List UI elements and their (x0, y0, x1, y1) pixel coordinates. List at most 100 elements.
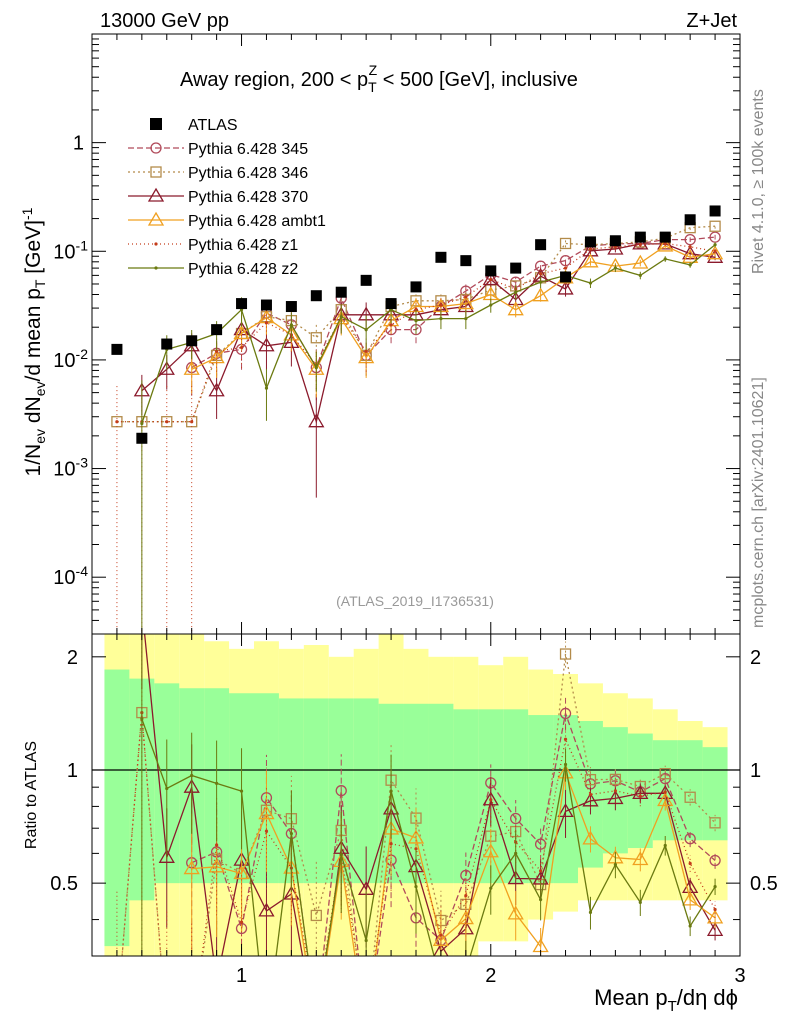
series-marker (559, 237, 572, 250)
atlas-point (510, 262, 522, 274)
x-tick-label: 2 (485, 965, 496, 987)
series-marker (632, 235, 649, 250)
ratio-marker (258, 805, 275, 820)
atlas-point (485, 265, 497, 277)
series-marker (190, 420, 194, 424)
series-marker (358, 349, 375, 364)
analysis-watermark: (ATLAS_2019_I1736531) (336, 593, 494, 609)
series-line (141, 244, 716, 424)
ratio-marker (713, 907, 717, 912)
series-marker (713, 249, 717, 253)
series-marker (514, 290, 518, 294)
series-marker (588, 247, 593, 251)
ratio-tick-label-right: 1 (750, 760, 761, 782)
series-marker (507, 301, 524, 316)
x-tick-label: 3 (734, 965, 745, 987)
ratio-marker (210, 975, 224, 987)
ratio-marker (365, 1014, 368, 1017)
ratio-band-green (303, 698, 329, 884)
y-tick-label: 10-4 (53, 563, 88, 589)
ratio-marker (563, 737, 568, 741)
ratio-marker (688, 861, 692, 866)
atlas-point (236, 298, 248, 310)
ratio-marker (709, 854, 721, 867)
series-marker (563, 266, 568, 270)
series-marker (464, 317, 468, 321)
ratio-marker (682, 891, 699, 906)
legend-marker (150, 142, 162, 154)
ratio-marker (713, 885, 717, 889)
legend-label: Pythia 6.428 346 (188, 165, 308, 182)
ratio-y-label: Ratio to ATLAS (23, 741, 40, 849)
ratio-marker (684, 833, 696, 845)
ratio-band-green (428, 703, 454, 884)
ratio-tick-label-right: 0.5 (750, 873, 778, 895)
ratio-marker (557, 803, 574, 818)
ratio-marker (663, 843, 667, 848)
atlas-point (535, 239, 547, 251)
ratio-marker (663, 790, 667, 794)
rivet-label: Rivet 4.1.0, ≥ 100k events (750, 89, 767, 274)
legend-marker (154, 242, 158, 246)
ratio-marker (165, 786, 169, 791)
ratio-marker (464, 969, 467, 972)
ratio-marker (264, 829, 269, 833)
plot-title: Away region, 200 < pTZ < 500 [GeV], incl… (180, 62, 578, 95)
series-marker (310, 332, 322, 344)
atlas-point (335, 286, 347, 298)
series-marker (706, 249, 724, 263)
y-tick-label: 1 (73, 133, 84, 155)
header-right: Z+Jet (686, 10, 737, 32)
ratio-marker (309, 1018, 323, 1024)
atlas-point (709, 205, 721, 217)
ratio-marker (258, 902, 275, 917)
legend-label: Pythia 6.428 z1 (188, 237, 298, 254)
atlas-point (609, 235, 621, 247)
ratio-marker (389, 842, 393, 846)
ratio-tick-label-left: 1 (67, 760, 78, 782)
atlas-point (285, 301, 297, 313)
series-marker (613, 266, 617, 270)
ratio-marker (539, 869, 543, 873)
ratio-marker (407, 829, 425, 844)
series-marker (239, 345, 244, 350)
series-marker (183, 360, 200, 375)
ratio-marker (613, 789, 617, 793)
ratio-marker (632, 851, 649, 866)
series-marker (607, 240, 624, 255)
ratio-marker (190, 773, 194, 778)
ratio-marker (706, 909, 724, 924)
ratio-marker (433, 942, 449, 956)
series-marker (457, 295, 474, 310)
atlas-point (385, 298, 397, 310)
ratio-tick-label-right: 2 (750, 647, 761, 669)
ratio-marker (464, 893, 468, 898)
legend-marker (150, 166, 162, 178)
ratio-marker (115, 1019, 118, 1022)
series-marker (638, 273, 642, 277)
legend-marker-atlas (150, 118, 162, 130)
series-marker (657, 237, 674, 252)
ratio-series-line (141, 718, 716, 956)
ratio-marker (208, 858, 225, 873)
series-marker (713, 243, 717, 247)
axes-ticks: 1 2 3 1 10-1 10-2 10-3 10-4 2 2 1 1 0.5 0.5 (50, 33, 778, 987)
series-marker (165, 420, 169, 424)
ratio-marker (311, 1014, 321, 1024)
ratio-series-line (191, 710, 716, 956)
series-marker (314, 365, 318, 370)
series-marker (258, 337, 275, 352)
ratio-marker (563, 762, 568, 767)
series-marker (557, 280, 574, 295)
series-marker (539, 272, 543, 276)
series-marker (208, 349, 225, 364)
ratio-marker (539, 897, 543, 902)
main-panel-series (111, 205, 724, 634)
ratio-marker (613, 863, 617, 867)
legend-marker (147, 211, 165, 226)
ratio-marker (609, 773, 622, 786)
ratio-marker (489, 886, 493, 890)
series-marker (489, 303, 493, 307)
legend-label: Pythia 6.428 345 (188, 141, 308, 158)
